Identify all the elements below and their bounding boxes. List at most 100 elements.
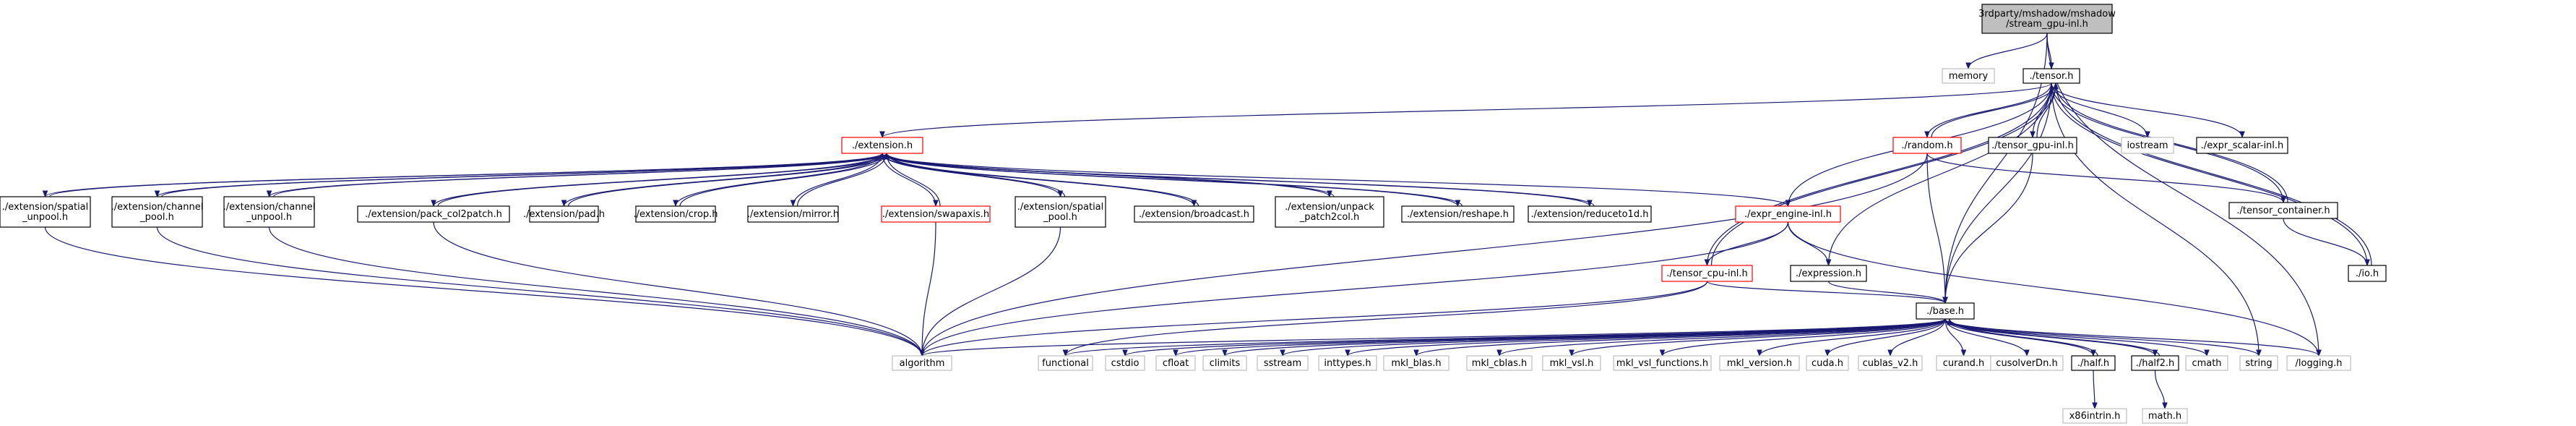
node-box bbox=[1202, 355, 1247, 371]
node-mkl_vsl_functions: mkl_vsl_functions.h bbox=[1613, 355, 1712, 371]
node-label: x86intrin.h bbox=[2069, 411, 2121, 422]
edge-expr_engine-to-logging bbox=[1787, 221, 2322, 357]
node-string: string bbox=[2239, 355, 2278, 371]
node-box bbox=[2023, 68, 2080, 84]
edge-expression-to-base bbox=[1827, 281, 1948, 304]
node-label: _unpool.h bbox=[246, 212, 292, 223]
node-box bbox=[635, 205, 716, 223]
edge-tensor_cpu-to-tensor bbox=[1710, 82, 2059, 266]
node-label: ./tensor_gpu-inl.h bbox=[1991, 140, 2074, 151]
node-spatial_unpool[interactable]: ./extension/spatial_unpool.h bbox=[0, 196, 91, 228]
node-expression[interactable]: ./expression.h bbox=[1790, 265, 1867, 282]
node-box bbox=[1661, 265, 1753, 282]
node-label: ./tensor_container.h bbox=[2236, 205, 2330, 216]
edge-tensor-to-string bbox=[2051, 82, 2262, 357]
edge-tensor-to-random bbox=[1924, 82, 2052, 138]
node-broadcast[interactable]: ./extension/broadcast.h bbox=[1134, 205, 1254, 223]
node-math: math.h bbox=[2142, 408, 2188, 424]
edge-base-to-mkl_version bbox=[1757, 318, 1946, 357]
node-label: mkl_vsl.h bbox=[1550, 358, 1594, 369]
edge-pad-to-extension bbox=[567, 153, 889, 207]
node-tensor_gpu[interactable]: ./tensor_gpu-inl.h bbox=[1988, 137, 2077, 154]
node-reduceto1d[interactable]: ./extension/reduceto1d.h bbox=[1528, 205, 1652, 223]
node-channel_pool[interactable]: ./extension/channel_pool.h bbox=[111, 196, 204, 228]
edge-pack_col2patch-to-algorithm bbox=[433, 221, 925, 357]
node-pad[interactable]: ./extension/pad.h bbox=[523, 205, 605, 223]
node-box bbox=[529, 205, 599, 223]
node-label: /logging.h bbox=[2296, 358, 2343, 369]
node-label: ./base.h bbox=[1926, 306, 1964, 317]
node-root[interactable]: 3rdparty/mshadow/mshadow/stream_gpu-inl.… bbox=[1978, 4, 2116, 34]
node-box bbox=[1105, 355, 1145, 371]
node-box bbox=[1275, 196, 1384, 228]
node-box bbox=[1466, 355, 1533, 371]
edge-base-to-mkl_cblas bbox=[1496, 318, 1946, 357]
node-box bbox=[1719, 355, 1800, 371]
node-label: cmath bbox=[2192, 358, 2221, 369]
node-label: ./extension/channel bbox=[111, 202, 204, 213]
node-half[interactable]: ./half.h bbox=[2071, 355, 2116, 371]
edge-half2-to-math bbox=[2154, 370, 2168, 409]
node-box bbox=[1806, 355, 1849, 371]
node-expr_scalar[interactable]: ./expr_scalar-inl.h bbox=[2196, 137, 2288, 154]
edge-half-to-x86intrin bbox=[2092, 370, 2098, 409]
edge-extension-to-swapaxis bbox=[882, 153, 939, 207]
edge-tensor_cpu-to-algorithm bbox=[919, 281, 1708, 357]
node-crop[interactable]: ./extension/crop.h bbox=[633, 205, 718, 223]
node-sstream: sstream bbox=[1257, 355, 1309, 371]
node-box bbox=[1981, 4, 2113, 34]
edge-channel_unpool-to-algorithm bbox=[268, 226, 925, 357]
node-cstdio: cstdio bbox=[1105, 355, 1145, 371]
node-extension[interactable]: ./extension.h bbox=[841, 137, 923, 154]
node-unpack_patch2col[interactable]: ./extension/unpack_patch2col.h bbox=[1275, 196, 1384, 228]
node-box bbox=[1988, 137, 2077, 154]
node-pack_col2patch[interactable]: ./extension/pack_col2patch.h bbox=[357, 205, 510, 223]
node-mirror[interactable]: ./extension/mirror.h bbox=[747, 205, 839, 223]
edge-broadcast-to-extension bbox=[884, 153, 1199, 207]
node-label: ./extension/broadcast.h bbox=[1139, 209, 1249, 220]
node-label: memory bbox=[1949, 71, 1989, 82]
edge-base-to-cublas_v2 bbox=[1887, 318, 1946, 357]
node-iostream: iostream bbox=[2121, 137, 2174, 154]
node-tensor_container[interactable]: ./tensor_container.h bbox=[2228, 202, 2338, 219]
edge-base-to-mkl_blas bbox=[1413, 318, 1946, 357]
node-box bbox=[1038, 355, 1093, 371]
node-expr_engine[interactable]: ./expr_engine-inl.h bbox=[1735, 205, 1841, 223]
node-half2[interactable]: ./half2.h bbox=[2131, 355, 2179, 371]
node-label: cusolverDn.h bbox=[1996, 358, 2057, 369]
edge-layer bbox=[42, 33, 2372, 409]
node-base[interactable]: ./base.h bbox=[1916, 302, 1975, 320]
node-random[interactable]: ./random.h bbox=[1892, 137, 1962, 154]
node-tensor_cpu[interactable]: ./tensor_cpu-inl.h bbox=[1661, 265, 1753, 282]
node-label: cublas_v2.h bbox=[1863, 358, 1918, 369]
edge-channel_unpool-to-extension bbox=[272, 153, 889, 197]
node-label: inttypes.h bbox=[1324, 358, 1371, 369]
node-channel_unpool[interactable]: ./extension/channel_unpool.h bbox=[223, 196, 316, 228]
node-cublas_v2: cublas_v2.h bbox=[1858, 355, 1923, 371]
node-spatial_pool[interactable]: ./extension/spatial_pool.h bbox=[1015, 196, 1106, 228]
node-box bbox=[2196, 137, 2288, 154]
node-label: ./expr_scalar-inl.h bbox=[2201, 140, 2284, 151]
node-box bbox=[1613, 355, 1712, 371]
edge-half-to-base bbox=[1947, 318, 2098, 357]
node-label: math.h bbox=[2148, 411, 2181, 422]
node-box bbox=[2062, 408, 2127, 424]
edge-tensor_cpu-to-base bbox=[1706, 281, 1948, 304]
node-swapaxis[interactable]: ./extension/swapaxis.h bbox=[881, 205, 991, 223]
edge-base-to-curand bbox=[1944, 318, 1967, 357]
edge-expr_engine-to-algorithm bbox=[919, 221, 1789, 357]
edge-base-to-mkl_vsl_functions bbox=[1659, 318, 1946, 357]
node-box bbox=[2286, 355, 2351, 371]
node-box bbox=[1858, 355, 1923, 371]
node-io[interactable]: ./io.h bbox=[2348, 265, 2387, 282]
node-cuda: cuda.h bbox=[1806, 355, 1849, 371]
node-tensor[interactable]: ./tensor.h bbox=[2023, 68, 2080, 84]
node-box bbox=[1155, 355, 1196, 371]
node-label: ./extension.h bbox=[852, 140, 913, 151]
node-box bbox=[1735, 205, 1841, 223]
node-label: iostream bbox=[2127, 140, 2168, 151]
node-box bbox=[1790, 265, 1867, 282]
node-label: ./extension/reshape.h bbox=[1407, 209, 1509, 220]
node-box bbox=[1318, 355, 1377, 371]
node-reshape[interactable]: ./extension/reshape.h bbox=[1401, 205, 1515, 223]
